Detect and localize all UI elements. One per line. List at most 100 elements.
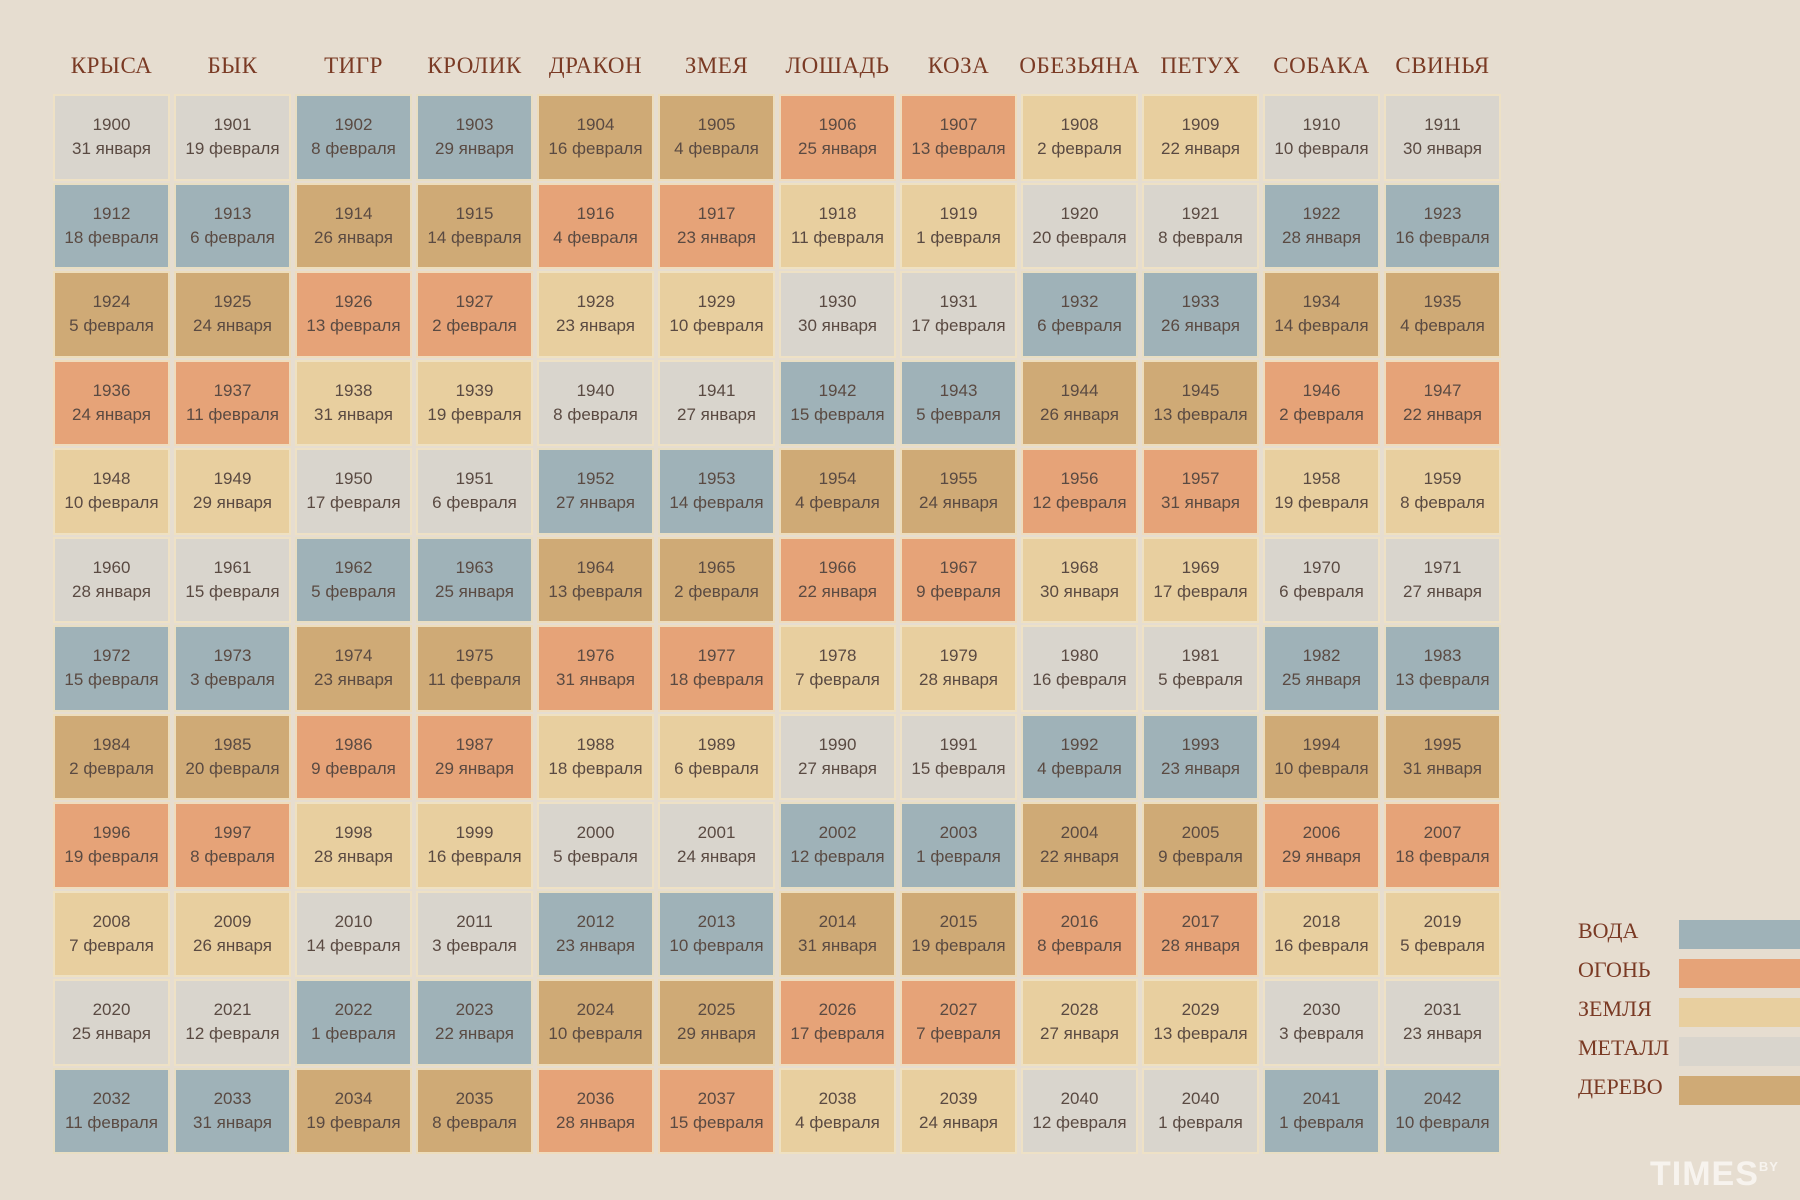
new-year-date: 16 февраля: [427, 847, 522, 867]
new-year-date: 15 февраля: [185, 581, 280, 601]
new-year-date: 7 февраля: [69, 935, 154, 955]
new-year-date: 2 февраля: [69, 758, 154, 778]
column-header: СВИНЬЯ: [1395, 53, 1490, 78]
year-cell: 1906 25 января: [779, 94, 896, 181]
year-label: 1932: [1060, 292, 1099, 312]
year-cell: 1932 6 февраля: [1021, 271, 1138, 358]
new-year-date: 14 февраля: [427, 227, 522, 247]
new-year-date: 13 февраля: [1153, 1024, 1248, 1044]
new-year-date: 5 февраля: [553, 847, 638, 867]
year-label: 2027: [939, 1000, 978, 1020]
new-year-date: 1 февраля: [1279, 1112, 1364, 1132]
year-label: 2015: [939, 911, 978, 931]
new-year-date: 8 февраля: [553, 404, 638, 424]
year-label: 2025: [697, 1000, 736, 1020]
new-year-date: 15 февраля: [64, 670, 159, 690]
year-cell: 2012 23 января: [537, 890, 654, 977]
year-label: 1985: [213, 734, 252, 754]
year-cell: 1967 9 февраля: [900, 536, 1017, 623]
new-year-date: 3 февраля: [1279, 1024, 1364, 1044]
new-year-date: 9 февраля: [916, 581, 1001, 601]
year-label: 1961: [213, 557, 252, 577]
year-cell: 1995 31 января: [1384, 713, 1501, 800]
year-cell: 1974 23 января: [295, 625, 412, 712]
year-label: 2029: [1181, 1000, 1220, 1020]
year-label: 1925: [213, 292, 252, 312]
year-label: 1966: [818, 557, 857, 577]
year-cell: 1949 29 января: [174, 448, 291, 535]
year-cell: 1998 28 января: [295, 802, 412, 889]
new-year-date: 27 января: [798, 758, 877, 778]
new-year-date: 18 февраля: [548, 758, 643, 778]
year-cell: 1988 18 февраля: [537, 713, 654, 800]
new-year-date: 8 февраля: [432, 1112, 517, 1132]
year-label: 2014: [818, 911, 857, 931]
year-label: 1918: [818, 203, 857, 223]
new-year-date: 29 января: [677, 1024, 756, 1044]
new-year-date: 1 февраля: [916, 847, 1001, 867]
year-label: 1954: [818, 469, 857, 489]
year-cell: 1962 5 февраля: [295, 536, 412, 623]
year-label: 1907: [939, 115, 978, 135]
year-cell: 1924 5 февраля: [53, 271, 170, 358]
year-cell: 1936 24 января: [53, 359, 170, 446]
year-cell: 2033 31 января: [174, 1067, 291, 1154]
year-label: 1936: [92, 380, 131, 400]
new-year-date: 29 января: [435, 758, 514, 778]
legend-swatch: [1679, 1076, 1800, 1105]
year-cell: 1957 31 января: [1142, 448, 1259, 535]
year-cell: 1933 26 января: [1142, 271, 1259, 358]
year-label: 1921: [1181, 203, 1220, 223]
year-cell: 1916 4 февраля: [537, 182, 654, 269]
new-year-date: 7 февраля: [916, 1024, 1001, 1044]
year-cell: 1901 19 февраля: [174, 94, 291, 181]
year-label: 1977: [697, 646, 736, 666]
year-label: 1922: [1302, 203, 1341, 223]
year-label: 2037: [697, 1088, 736, 1108]
new-year-date: 5 февраля: [1158, 670, 1243, 690]
year-label: 1993: [1181, 734, 1220, 754]
year-cell: 1984 2 февраля: [53, 713, 170, 800]
year-cell: 2038 4 февраля: [779, 1067, 896, 1154]
year-label: 1962: [334, 557, 373, 577]
new-year-date: 27 января: [556, 493, 635, 513]
year-label: 1963: [455, 557, 494, 577]
year-cell: 1909 22 января: [1142, 94, 1259, 181]
year-cell: 2022 1 февраля: [295, 979, 412, 1066]
year-cell: 1946 2 февраля: [1263, 359, 1380, 446]
year-cell: 1913 6 февраля: [174, 182, 291, 269]
legend-label: МЕТАЛЛ: [1578, 1035, 1670, 1060]
year-cell: 1955 24 января: [900, 448, 1017, 535]
year-label: 1901: [213, 115, 252, 135]
year-cell: 1945 13 февраля: [1142, 359, 1259, 446]
new-year-date: 4 февраля: [1400, 316, 1485, 336]
new-year-date: 26 января: [1040, 404, 1119, 424]
new-year-date: 23 января: [677, 227, 756, 247]
new-year-date: 16 февраля: [1274, 935, 1369, 955]
year-label: 1989: [697, 734, 736, 754]
year-cell: 1907 13 февраля: [900, 94, 1017, 181]
year-label: 2008: [92, 911, 131, 931]
year-label: 1927: [455, 292, 494, 312]
year-label: 1914: [334, 203, 373, 223]
year-cell: 1983 13 февраля: [1384, 625, 1501, 712]
new-year-date: 13 февраля: [911, 139, 1006, 159]
year-label: 1904: [576, 115, 615, 135]
year-cell: 1912 18 февраля: [53, 182, 170, 269]
year-cell: 1922 28 января: [1263, 182, 1380, 269]
year-cell: 1929 10 февраля: [658, 271, 775, 358]
new-year-date: 8 февраля: [1158, 227, 1243, 247]
year-cell: 1971 27 января: [1384, 536, 1501, 623]
year-cell: 2021 12 февраля: [174, 979, 291, 1066]
year-cell: 2031 23 января: [1384, 979, 1501, 1066]
year-cell: 2004 22 января: [1021, 802, 1138, 889]
new-year-date: 29 января: [1282, 847, 1361, 867]
year-cell: 1991 15 февраля: [900, 713, 1017, 800]
year-cell: 1915 14 февраля: [416, 182, 533, 269]
year-label: 1999: [455, 823, 494, 843]
year-cell: 2027 7 февраля: [900, 979, 1017, 1066]
year-cell: 1938 31 января: [295, 359, 412, 446]
year-label: 1919: [939, 203, 978, 223]
year-cell: 2008 7 февраля: [53, 890, 170, 977]
new-year-date: 18 февраля: [669, 670, 764, 690]
